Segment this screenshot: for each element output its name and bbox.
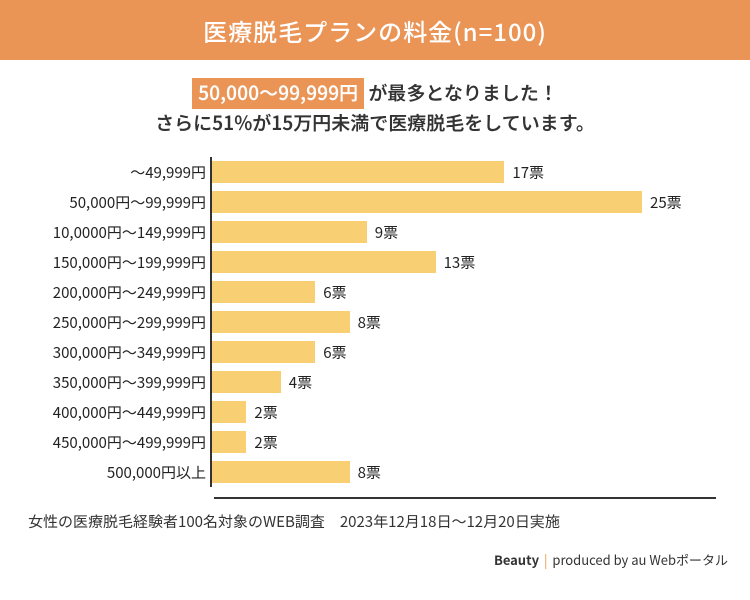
subtitle-line-1: 50,000〜99,999円 が最多となりました！ <box>0 78 750 109</box>
chart-row: 150,000円〜199,999円 13票 <box>30 247 720 277</box>
bar <box>212 281 315 303</box>
chart-row: 50,000円〜99,999円 25票 <box>30 187 720 217</box>
bar-container: 17票 <box>210 157 720 187</box>
chart-row: 〜49,999円 17票 <box>30 157 720 187</box>
chart-row: 10,0000円〜149,999円 9票 <box>30 217 720 247</box>
chart-row: 250,000円〜299,999円 8票 <box>30 307 720 337</box>
subtitle-line-1-rest: が最多となりました！ <box>364 79 558 106</box>
chart-row: 200,000円〜249,999円 6票 <box>30 277 720 307</box>
bar-container: 6票 <box>210 337 720 367</box>
bar <box>212 221 367 243</box>
bar-value: 13票 <box>444 252 476 273</box>
bar-value: 6票 <box>323 282 346 303</box>
row-label: 350,000円〜399,999円 <box>30 372 210 393</box>
chart-row: 400,000円〜449,999円 2票 <box>30 397 720 427</box>
row-label: 200,000円〜249,999円 <box>30 282 210 303</box>
row-label: 250,000円〜299,999円 <box>30 312 210 333</box>
bar <box>212 461 350 483</box>
chart-row: 300,000円〜349,999円 6票 <box>30 337 720 367</box>
bar-container: 8票 <box>210 457 720 487</box>
chart-row: 500,000円以上 8票 <box>30 457 720 487</box>
row-label: 500,000円以上 <box>30 462 210 483</box>
bar-container: 13票 <box>210 247 720 277</box>
bar <box>212 371 281 393</box>
bar <box>212 431 246 453</box>
bar <box>212 311 350 333</box>
bar-container: 2票 <box>210 397 720 427</box>
row-label: 400,000円〜449,999円 <box>30 402 210 423</box>
bar-container: 6票 <box>210 277 720 307</box>
credit-line: Beauty | produced by au Webポータル <box>0 532 750 569</box>
credit-separator: | <box>544 550 548 569</box>
bar <box>212 341 315 363</box>
row-label: 300,000円〜349,999円 <box>30 342 210 363</box>
credit-rest: produced by au Webポータル <box>549 550 728 569</box>
bar <box>212 251 436 273</box>
bar-value: 9票 <box>375 222 398 243</box>
bar <box>212 191 642 213</box>
bar-container: 2票 <box>210 427 720 457</box>
chart-row: 450,000円〜499,999円 2票 <box>30 427 720 457</box>
bar-container: 4票 <box>210 367 720 397</box>
row-label: 10,0000円〜149,999円 <box>30 222 210 243</box>
bar-container: 8票 <box>210 307 720 337</box>
chart-header: 医療脱毛プランの料金(n=100) <box>0 0 750 60</box>
row-label: 50,000円〜99,999円 <box>30 192 210 213</box>
bar-value: 6票 <box>323 342 346 363</box>
bar-value: 2票 <box>254 402 277 423</box>
bar-container: 25票 <box>210 187 720 217</box>
bar-value: 8票 <box>358 462 381 483</box>
bar-value: 25票 <box>650 192 682 213</box>
chart-area: 〜49,999円 17票 50,000円〜99,999円 25票 10,0000円〜14… <box>0 151 750 497</box>
bar <box>212 401 246 423</box>
bar-value: 2票 <box>254 432 277 453</box>
subtitle-line-2: さらに51%が15万円未満で医療脱毛をしています。 <box>0 109 750 138</box>
credit-brand: Beauty <box>494 550 539 569</box>
chart-row: 350,000円〜399,999円 4票 <box>30 367 720 397</box>
bar-value: 17票 <box>512 162 544 183</box>
bar-container: 9票 <box>210 217 720 247</box>
bar-value: 4票 <box>289 372 312 393</box>
row-label: 450,000円〜499,999円 <box>30 432 210 453</box>
highlight-box: 50,000〜99,999円 <box>192 78 364 109</box>
subtitle-area: 50,000〜99,999円 が最多となりました！ さらに51%が15万円未満で… <box>0 60 750 151</box>
row-label: 150,000円〜199,999円 <box>30 252 210 273</box>
bar <box>212 161 504 183</box>
bar-value: 8票 <box>358 312 381 333</box>
footer-note: 女性の医療脱毛経験者100名対象のWEB調査 2023年12月18日〜12月20… <box>0 499 750 532</box>
row-label: 〜49,999円 <box>30 162 210 183</box>
